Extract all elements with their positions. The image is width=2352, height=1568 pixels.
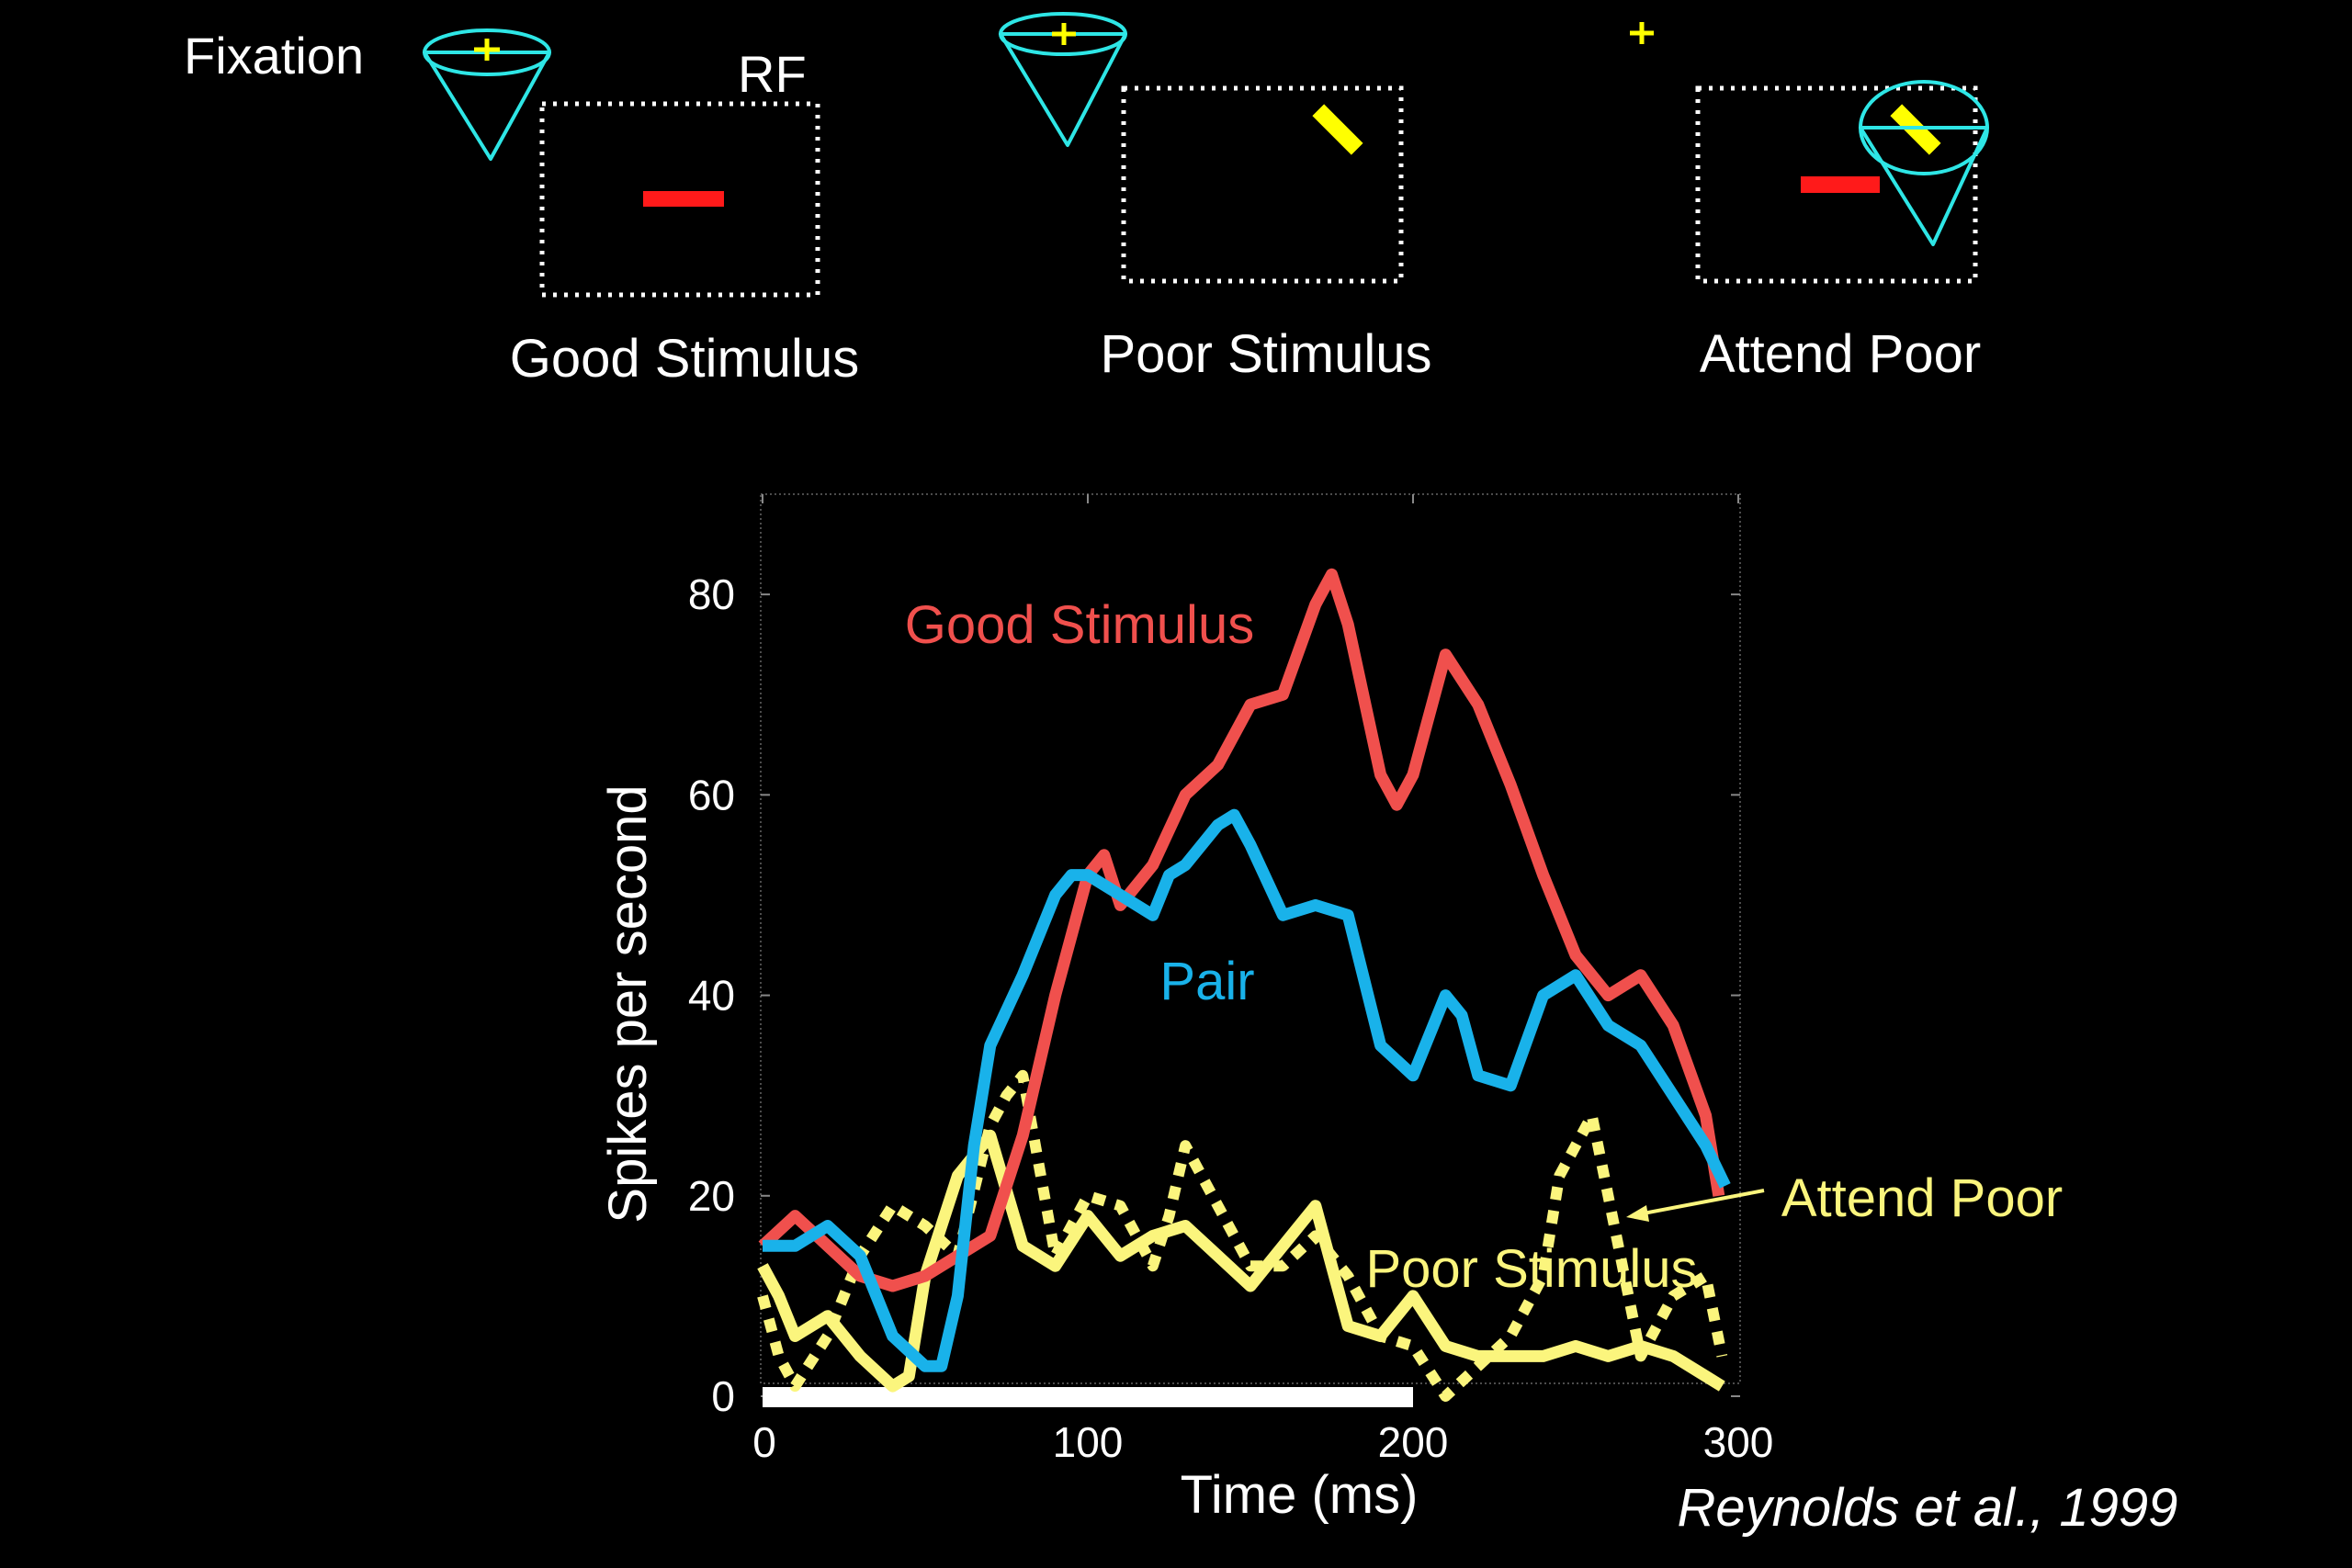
good-stimulus-bar: [1801, 176, 1880, 193]
fixation-cross-icon: [1052, 23, 1076, 45]
y-tick-label: 60: [688, 771, 735, 818]
axis-ticks: [761, 494, 1740, 1397]
y-tick-label: 20: [688, 1172, 735, 1220]
x-tick-label: 100: [1053, 1418, 1124, 1466]
panel-label-poor-stimulus: Poor Stimulus: [1100, 324, 1431, 384]
citation: Reynolds et al., 1999: [1678, 1478, 2178, 1538]
series-line-attend-poor: [757, 1069, 1728, 1402]
x-tick-label: 200: [1378, 1418, 1449, 1466]
good-stimulus-bar: [643, 191, 724, 207]
annotation-poor-stimulus: Poor Stimulus: [1365, 1239, 1697, 1299]
series-lines: [757, 568, 1731, 1402]
psth-chart: 0 20 40 60 80 0 100 200 300 Time (ms) Spikes pe…: [598, 493, 2178, 1538]
x-tick-label: 0: [752, 1418, 776, 1466]
plot-frame: [760, 493, 1741, 1384]
panel-good-stimulus: Good Stimulus: [423, 28, 859, 389]
panel-label-attend-poor: Attend Poor: [1700, 324, 1981, 384]
panel-attend-poor: Attend Poor: [1630, 22, 1989, 384]
y-tick-label: 0: [711, 1372, 735, 1420]
fixation-cross-icon: [474, 39, 500, 61]
annotation-good-stimulus: Good Stimulus: [905, 595, 1254, 655]
poor-stimulus-bar: [1312, 104, 1363, 155]
series-line-good-stimulus: [758, 568, 1725, 1292]
series-line-poor-stimulus: [757, 1129, 1725, 1393]
stimulus-period-bar: [763, 1387, 1413, 1407]
y-axis-label: Spikes per second: [598, 784, 658, 1223]
annotation-pair: Pair: [1159, 952, 1254, 1011]
panel-label-good-stimulus: Good Stimulus: [510, 329, 859, 389]
receptive-field-box: [1121, 85, 1404, 284]
x-axis-label: Time (ms): [1181, 1465, 1419, 1525]
fixation-label: Fixation: [184, 27, 364, 85]
x-tick-labels: 0 100 200 300: [752, 1418, 1773, 1466]
fixation-cross-icon: [1630, 22, 1654, 44]
panel-poor-stimulus: Poor Stimulus: [999, 12, 1432, 384]
y-tick-labels: 0 20 40 60 80: [688, 570, 735, 1420]
rf-label: RF: [738, 45, 807, 103]
y-tick-label: 80: [688, 570, 735, 618]
receptive-field-box: [539, 101, 820, 298]
attention-cone-icon: [1859, 80, 1989, 246]
series-line-pair: [763, 808, 1731, 1372]
x-tick-label: 300: [1703, 1418, 1774, 1466]
receptive-field-box: [1695, 85, 1978, 284]
y-tick-label: 40: [688, 972, 735, 1020]
annotation-attend-poor: Attend Poor: [1781, 1168, 2063, 1228]
annotation-arrow-icon: [1626, 1189, 1765, 1222]
